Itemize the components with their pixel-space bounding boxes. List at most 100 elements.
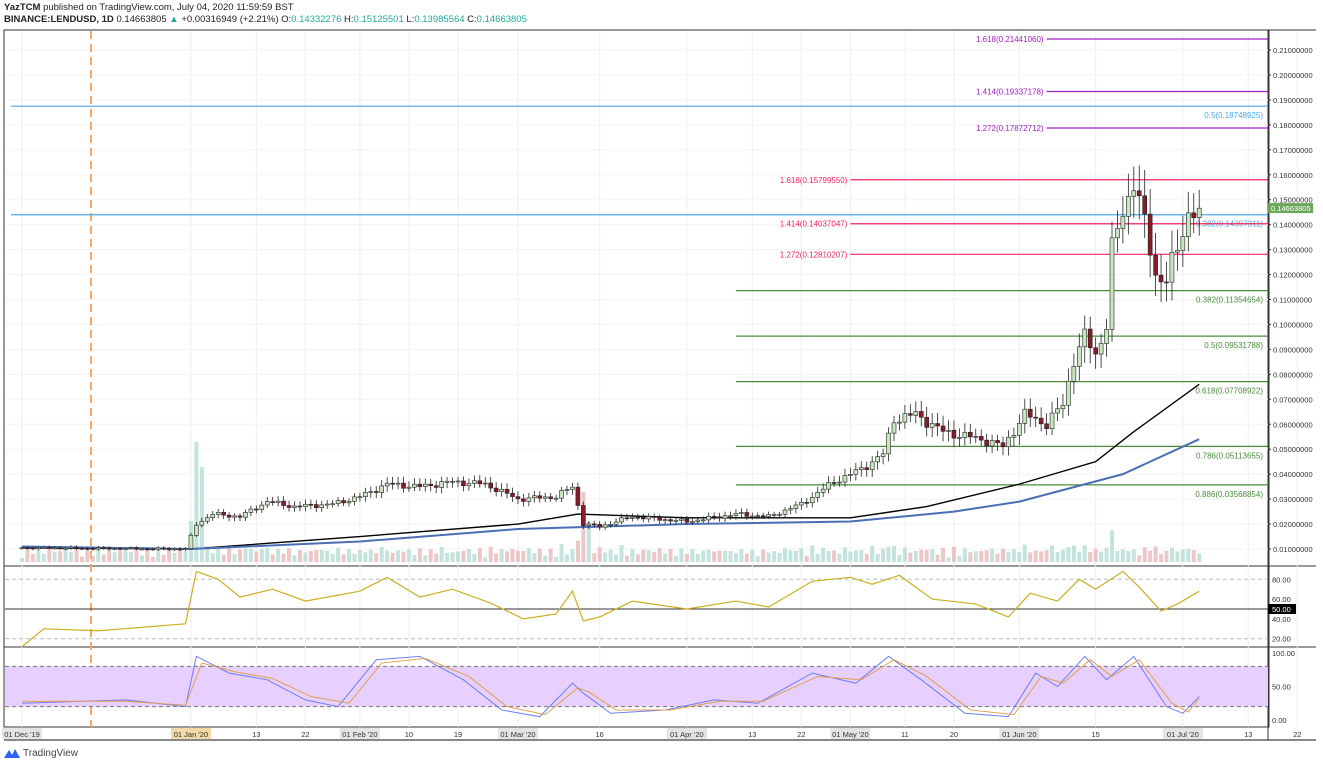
candle: [575, 486, 581, 506]
rsi-tick-label: 20.00: [1272, 635, 1291, 644]
candle: [166, 548, 172, 550]
y-tick-label: 0.19000000: [1273, 96, 1313, 105]
volume-bar: [990, 548, 995, 562]
candle: [145, 548, 150, 551]
volume-bar: [472, 554, 477, 562]
tradingview-logo[interactable]: TradingView: [4, 748, 78, 759]
candle: [139, 548, 145, 551]
volume-bar: [216, 547, 221, 562]
candle: [564, 489, 570, 491]
volume-bar: [962, 548, 967, 562]
candle: [924, 416, 930, 428]
volume-bar: [1082, 545, 1087, 562]
x-tick-label: 19: [454, 730, 462, 739]
candle: [962, 431, 968, 438]
candle: [831, 482, 837, 484]
high-label: H:: [344, 14, 354, 25]
candle: [303, 503, 308, 507]
candle: [1115, 228, 1120, 239]
candle: [455, 480, 461, 483]
volume-bar: [793, 550, 798, 562]
volume-bar: [139, 555, 144, 562]
volume-bar: [1055, 551, 1060, 562]
volume-bar: [270, 554, 275, 562]
candle: [112, 548, 117, 550]
volume-bar: [881, 548, 886, 562]
date-label-bg: [1162, 728, 1203, 739]
candle: [319, 504, 325, 509]
candle: [346, 501, 352, 504]
candle: [935, 423, 940, 427]
candle: [422, 483, 428, 487]
candle: [1033, 416, 1038, 419]
volume-bar: [744, 553, 749, 562]
candle: [1077, 346, 1082, 367]
candle: [79, 547, 85, 550]
candle: [504, 488, 510, 494]
volume-bar: [570, 549, 575, 562]
candle: [820, 488, 826, 493]
candle: [161, 547, 166, 550]
volume-bar: [935, 554, 940, 562]
last-price: 0.14663805: [116, 14, 167, 25]
candle: [891, 422, 897, 434]
candle: [1158, 274, 1164, 283]
volume-bar: [118, 550, 123, 562]
candle: [951, 429, 957, 439]
volume-bar: [892, 545, 896, 562]
candle: [728, 515, 733, 517]
candle: [1017, 423, 1022, 436]
stoch-tick-label: 0.00: [1272, 716, 1287, 725]
volume-bar: [401, 551, 406, 562]
candle: [1175, 250, 1180, 253]
candle: [210, 514, 216, 518]
candle: [357, 496, 363, 498]
volume-bar: [161, 554, 166, 562]
volume-bar: [314, 550, 319, 562]
candle: [412, 483, 417, 488]
candle: [482, 482, 488, 485]
candle: [662, 519, 668, 521]
volume-bar: [783, 548, 787, 562]
volume-bar: [483, 557, 488, 562]
volume-bar: [417, 548, 422, 562]
close-value: 0.14663805: [476, 14, 527, 25]
close-label: C:: [467, 14, 477, 25]
candle: [1180, 236, 1186, 251]
volume-bar: [423, 555, 428, 562]
candle: [401, 482, 406, 489]
candle: [809, 497, 815, 504]
volume-bar: [548, 548, 553, 562]
volume-bar: [287, 548, 292, 562]
candle: [591, 523, 597, 526]
candle: [1049, 412, 1055, 429]
fib-level-label: 0.618(0.07708922): [1195, 387, 1263, 396]
candle: [68, 546, 74, 549]
volume-bar: [1088, 551, 1093, 562]
candle: [542, 496, 548, 499]
volume-bar: [308, 550, 313, 562]
x-tick-label: 01 Apr '20: [670, 730, 704, 739]
volume-bar: [761, 549, 766, 562]
candle: [826, 482, 831, 490]
volume-bar: [412, 554, 417, 562]
candle: [635, 516, 641, 519]
candle: [869, 461, 875, 470]
price-chart[interactable]: 01 Dec '19 01 Jan '20 13 22 01 Feb '20 10 19 01…: [0, 0, 1323, 748]
volume-bar: [352, 554, 357, 562]
fib-level-label: 1.414(0.19337178): [976, 87, 1044, 96]
candle: [433, 485, 439, 488]
candle: [324, 503, 330, 506]
candle: [690, 521, 695, 523]
volume-bar: [456, 551, 460, 562]
volume-bar: [325, 550, 330, 562]
volume-bar: [750, 549, 755, 562]
volume-bar: [565, 554, 569, 562]
volume-bar: [941, 547, 946, 562]
candle: [90, 548, 96, 550]
volume-bar: [1093, 548, 1098, 562]
volume-bar: [1044, 550, 1049, 562]
candle: [624, 517, 630, 520]
price-change: +0.00316949 (+2.21%): [181, 14, 279, 25]
volume-bar: [319, 549, 324, 562]
